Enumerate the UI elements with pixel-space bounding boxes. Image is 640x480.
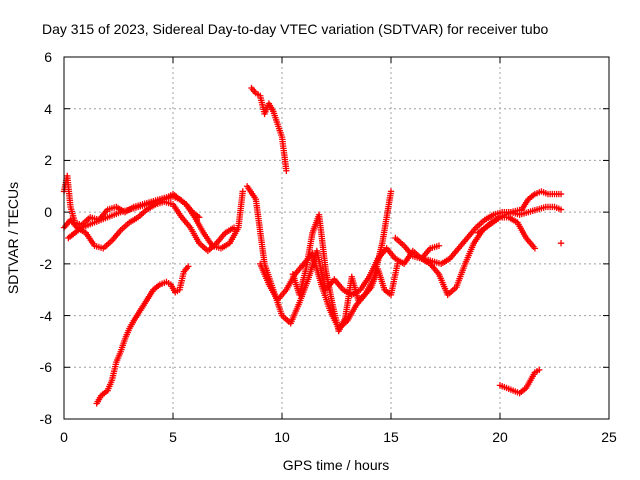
x-tick-label: 15: [383, 429, 399, 445]
x-tick-label: 10: [274, 429, 290, 445]
data-point: [239, 188, 246, 195]
data-point: [435, 242, 443, 249]
y-tick-label: 4: [44, 101, 52, 117]
x-tick-label: 20: [492, 429, 508, 445]
plot-frame: [63, 56, 610, 420]
y-tick-label: 2: [44, 152, 52, 168]
data-point: [394, 260, 401, 268]
y-tick-labels: -8 -6 -4 -2 0 2 4 6: [40, 49, 53, 427]
grid: [64, 57, 609, 419]
x-axis-title: GPS time / hours: [283, 457, 390, 473]
data-point: [387, 188, 395, 195]
y-tick-label: 6: [44, 49, 52, 65]
data-points: [60, 84, 565, 407]
chart-title: Day 315 of 2023, Sidereal Day-to-day VTE…: [42, 21, 549, 37]
data-point: [283, 167, 290, 174]
x-tick-label: 5: [169, 429, 177, 445]
data-point: [557, 206, 565, 213]
data-point: [557, 190, 565, 198]
data-point: [557, 239, 565, 247]
y-tick-label: -6: [40, 359, 53, 375]
x-tick-labels: 0 5 10 15 20 25: [60, 429, 617, 445]
y-tick-label: -4: [40, 308, 53, 324]
data-point: [536, 366, 543, 374]
data-point: [531, 245, 539, 252]
y-tick-label: 0: [44, 204, 52, 220]
x-tick-label: 25: [601, 429, 617, 445]
y-tick-label: -8: [40, 411, 53, 427]
data-point: [185, 263, 192, 270]
y-axis-title: SDTVAR / TECUs: [5, 182, 21, 294]
y-tick-label: -2: [40, 256, 53, 272]
x-tick-label: 0: [60, 429, 68, 445]
